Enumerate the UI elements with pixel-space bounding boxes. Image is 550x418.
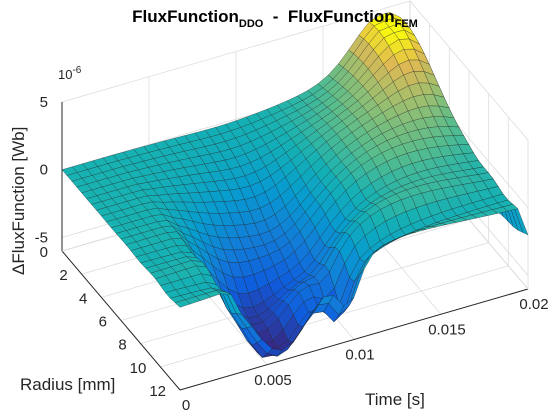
exponent-label: 10-6 (58, 65, 82, 82)
y-tick-label-2: 4 (79, 290, 87, 307)
title-separator: - (263, 7, 288, 26)
axis-edge-2 (179, 288, 529, 391)
x-tick-label-0: 0 (182, 397, 190, 414)
y-tick-label-0: 0 (40, 244, 48, 261)
y-tick-label-6: 12 (149, 383, 166, 400)
z-axis-label: ΔFluxFunction [Wb] (9, 127, 28, 275)
x-axis-label: Time [s] (365, 390, 425, 409)
exponent-power: -6 (72, 65, 81, 76)
y-tick-label-4: 8 (118, 337, 126, 354)
chart-title: FluxFunctionDDO - FluxFunctionFEM (132, 7, 418, 30)
z-tick-label-0: -5 (35, 229, 48, 246)
y-tick-label-1: 2 (59, 267, 67, 284)
y-tick-label-5: 10 (130, 360, 147, 377)
title-main-2: FluxFunction (288, 7, 395, 26)
y-axis-label: Radius [mm] (20, 375, 115, 394)
axis-edge-1 (61, 250, 181, 391)
exponent-base: 10 (58, 67, 72, 82)
x-tick-label-4: 0.02 (519, 296, 548, 313)
y-tick-label-3: 6 (99, 314, 107, 331)
svg-text:FluxFunctionDDO - FluxFuncti: FluxFunctionDDO - FluxFunctionFEM (132, 7, 418, 30)
title-sub-ddo: DDO (239, 18, 264, 30)
x-tick-label-3: 0.015 (428, 321, 466, 338)
z-tick-label-1: 0 (40, 162, 48, 179)
x-tick-label-2: 0.01 (345, 347, 374, 364)
x-tick-label-1: 0.005 (254, 372, 292, 389)
title-main: FluxFunction (132, 7, 239, 26)
surface-mesh (61, 12, 529, 358)
surface-patch (174, 299, 191, 308)
title-sub-fem: FEM (395, 18, 418, 30)
z-tick-label-2: 5 (40, 94, 48, 111)
